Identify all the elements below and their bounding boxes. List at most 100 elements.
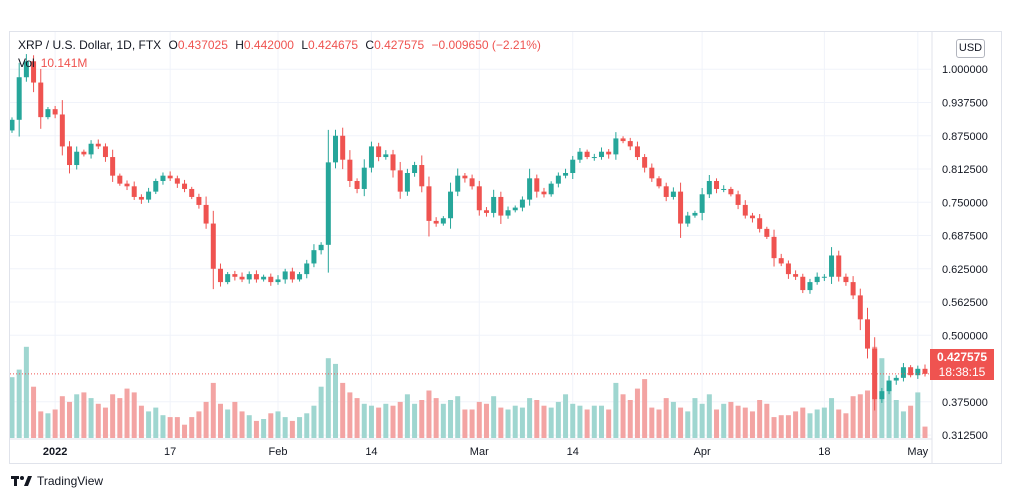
volume-bar (900, 411, 906, 438)
candle-body (138, 196, 144, 200)
volume-bar (45, 413, 51, 438)
candle-body (217, 268, 223, 283)
candle-body (757, 218, 763, 229)
volume-bar (541, 405, 547, 438)
candle-body (469, 178, 475, 187)
x-tick-label: 18 (818, 446, 830, 458)
volume-bar (59, 396, 65, 438)
x-tick-label: Apr (694, 446, 711, 458)
volume-bar (246, 415, 252, 438)
volume-bar (764, 403, 770, 438)
candle-body (678, 191, 684, 224)
volume-bar (793, 411, 799, 438)
candle-body (390, 154, 396, 171)
candle-body (699, 194, 705, 213)
candle-body (591, 157, 597, 159)
volume-bar (311, 405, 317, 438)
chart-frame[interactable]: 1.000000 0.937500 0.875000 0.812500 0.750000… (9, 31, 1002, 464)
volume-bar (685, 411, 691, 438)
volume-bar (10, 377, 15, 438)
volume-bar (778, 415, 784, 438)
volume-bar (800, 407, 806, 438)
volume-bar (38, 411, 44, 438)
candle-body (153, 180, 159, 192)
volume-bar (289, 420, 295, 438)
candle-body (440, 218, 446, 224)
volume-bar (182, 424, 188, 438)
candle-body (584, 151, 590, 158)
candle-body (843, 276, 849, 283)
volume-bar (117, 398, 123, 438)
candle-body (735, 194, 741, 205)
candle-body (67, 146, 73, 166)
candle-body (742, 204, 748, 216)
candle-body (864, 319, 870, 349)
candle-body (23, 61, 29, 78)
candle-body (663, 186, 669, 197)
volume-bar (261, 419, 267, 438)
volume-bar (88, 398, 94, 438)
volume-bar (146, 411, 152, 438)
candle-body (771, 236, 777, 259)
candle-body (59, 114, 65, 147)
volume-bar (742, 407, 748, 438)
candle-body (836, 255, 842, 277)
candle-body (52, 109, 58, 115)
volume-bar (31, 386, 37, 438)
volume-bar (95, 403, 101, 438)
candle-body (814, 276, 820, 283)
candle-body (88, 143, 94, 155)
candle-body (225, 274, 231, 283)
volume-bar (785, 415, 791, 438)
candle-body (606, 151, 612, 155)
volume-bar (210, 382, 216, 438)
high-value: 0.442000 (243, 38, 294, 52)
candle-body (325, 162, 331, 245)
candle-body (261, 276, 267, 280)
candle-body (10, 119, 15, 131)
candle-body (634, 146, 640, 158)
currency-button[interactable]: USD (956, 39, 985, 58)
candle-body (196, 196, 202, 205)
volume-bar (548, 407, 554, 438)
volume-value: 10.141M (40, 56, 88, 70)
candle-body (577, 151, 583, 160)
volume-bar (649, 407, 655, 438)
volume-bar (67, 401, 73, 438)
volume-bar (714, 409, 720, 438)
volume-bar (469, 409, 475, 438)
candle-body (433, 220, 439, 224)
candle-body (483, 210, 489, 213)
volume-bar (412, 403, 418, 438)
low-value: 0.424675 (308, 38, 359, 52)
candle-body (368, 146, 374, 168)
volume-bar (138, 405, 144, 438)
candle-body (893, 377, 899, 381)
volume-bar (268, 413, 274, 438)
candle-body (908, 367, 914, 376)
candle-body (210, 223, 216, 269)
volume-bar (591, 405, 597, 438)
volume-bar (426, 390, 432, 438)
candle-body (74, 151, 80, 166)
volume-bar (368, 405, 374, 438)
candlestick-chart[interactable]: 1.000000 0.937500 0.875000 0.812500 0.750000… (10, 32, 1001, 463)
candle-body (642, 157, 648, 168)
volume-legend: Vol 10.141M (18, 56, 87, 70)
candle-body (685, 215, 691, 224)
candle-body (419, 165, 425, 187)
candle-body (706, 180, 712, 195)
candle-body (174, 178, 180, 184)
footer[interactable]: TradingView (11, 474, 103, 488)
candle-body (412, 165, 418, 174)
volume-bar (807, 413, 813, 438)
volume-bar (922, 426, 928, 438)
candle-body (850, 282, 856, 296)
candle-body (232, 274, 238, 277)
candle-body (160, 175, 166, 181)
volume-bar (131, 392, 137, 438)
symbol-label: XRP / U.S. Dollar, 1D, FTX (18, 38, 162, 52)
volume-label: Vol (18, 56, 35, 70)
close-label: C (365, 38, 375, 52)
volume-bar (771, 417, 777, 438)
